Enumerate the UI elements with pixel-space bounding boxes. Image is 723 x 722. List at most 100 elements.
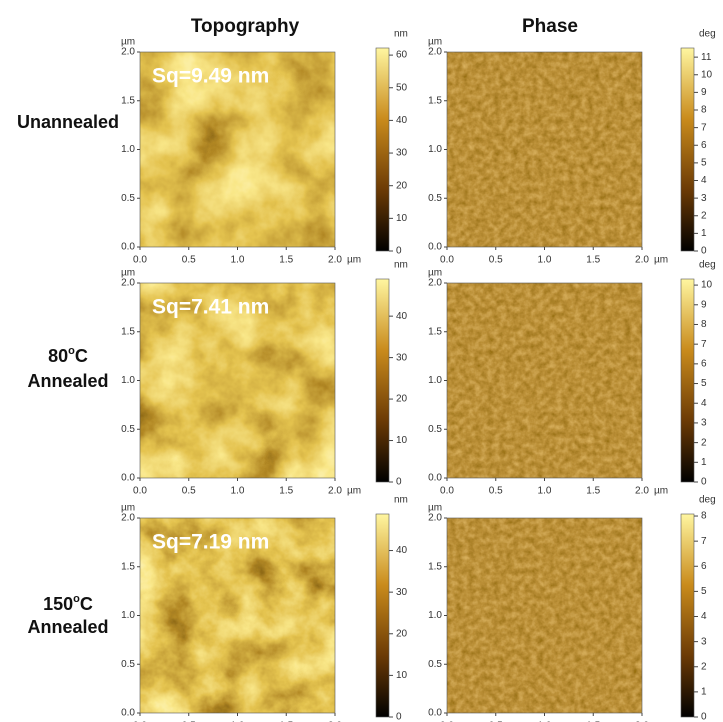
row-label: Annealed xyxy=(27,371,108,391)
label-text: 150 xyxy=(43,594,73,614)
y-tick-label: 1.5 xyxy=(428,95,442,106)
x-tick-label: 2.0 xyxy=(328,255,342,266)
y-tick-label: 1.0 xyxy=(121,375,135,386)
colorbar-tick-label: 0 xyxy=(396,477,402,488)
colorbar-tick-label: 4 xyxy=(701,611,707,622)
colorbar-tick-label: 5 xyxy=(701,586,707,597)
column-header: Topography xyxy=(191,16,300,37)
colorbar-tick-label: 30 xyxy=(396,587,408,598)
x-tick-label: 1.0 xyxy=(231,486,245,497)
y-tick-label: 0.5 xyxy=(121,193,135,204)
colorbar-tick-label: 30 xyxy=(396,352,408,363)
colorbar-tick-label: 40 xyxy=(396,115,408,126)
x-tick-label: 1.0 xyxy=(538,486,552,497)
y-tick-label: 0.0 xyxy=(428,242,442,253)
x-tick-label: 1.0 xyxy=(538,255,552,266)
colorbar-tick-label: 8 xyxy=(701,511,707,522)
phase-image xyxy=(447,283,642,478)
colorbar-tick-label: 20 xyxy=(396,180,408,191)
colorbar-tick-label: 6 xyxy=(701,140,707,151)
colorbar xyxy=(681,514,694,717)
y-tick-label: 1.5 xyxy=(121,561,135,572)
colorbar-tick-label: 40 xyxy=(396,311,408,322)
colorbar-tick-label: 0 xyxy=(701,246,707,257)
y-axis-unit: µm xyxy=(121,503,135,514)
colorbar-tick-label: 20 xyxy=(396,394,408,405)
x-tick-label: 1.0 xyxy=(231,255,245,266)
y-tick-label: 2.0 xyxy=(121,513,135,524)
colorbar-tick-label: 6 xyxy=(701,358,707,369)
x-tick-label: 0.5 xyxy=(182,255,196,266)
colorbar-tick-label: 3 xyxy=(701,193,707,204)
x-tick-label: 0.5 xyxy=(489,486,503,497)
row-label: 150oC xyxy=(43,593,93,614)
y-axis-unit: µm xyxy=(428,503,442,514)
colorbar-tick-label: 1 xyxy=(701,457,707,468)
figure: Topography Phase UnannealedSq=9.49 nm0.0… xyxy=(0,0,723,722)
x-axis-unit: µm xyxy=(654,255,668,266)
y-tick-label: 1.5 xyxy=(428,326,442,337)
colorbar-tick-label: 1 xyxy=(701,687,707,698)
colorbar-tick-label: 2 xyxy=(701,661,707,672)
y-tick-label: 0.0 xyxy=(121,242,135,253)
y-tick-label: 1.5 xyxy=(121,326,135,337)
x-tick-label: 0.0 xyxy=(440,255,454,266)
y-tick-label: 2.0 xyxy=(428,513,442,524)
y-axis-unit: µm xyxy=(121,37,135,48)
colorbar xyxy=(376,514,389,717)
label-text: C xyxy=(80,594,93,614)
y-tick-label: 1.5 xyxy=(121,95,135,106)
row-label: Annealed xyxy=(27,617,108,637)
colorbar-unit: nm xyxy=(394,260,408,271)
colorbar-tick-label: 0 xyxy=(396,246,402,257)
y-tick-label: 1.5 xyxy=(428,561,442,572)
y-tick-label: 0.0 xyxy=(121,708,135,719)
colorbar-tick-label: 10 xyxy=(396,670,408,681)
y-tick-label: 0.0 xyxy=(428,708,442,719)
colorbar xyxy=(681,48,694,251)
colorbar xyxy=(376,48,389,251)
colorbar-unit: deg xyxy=(699,495,716,506)
x-tick-label: 2.0 xyxy=(635,486,649,497)
colorbar-tick-label: 8 xyxy=(701,319,707,330)
y-tick-label: 2.0 xyxy=(428,278,442,289)
colorbar-tick-label: 7 xyxy=(701,339,707,350)
colorbar-tick-label: 10 xyxy=(396,435,408,446)
colorbar-tick-label: 4 xyxy=(701,398,707,409)
label-text: Annealed xyxy=(27,617,108,637)
colorbar-tick-label: 60 xyxy=(396,50,408,61)
colorbar-tick-label: 5 xyxy=(701,378,707,389)
label-text: Unannealed xyxy=(17,112,119,132)
colorbar-tick-label: 10 xyxy=(396,213,408,224)
x-tick-label: 0.5 xyxy=(489,255,503,266)
colorbar-tick-label: 2 xyxy=(701,210,707,221)
y-tick-label: 1.0 xyxy=(428,610,442,621)
y-tick-label: 0.0 xyxy=(121,473,135,484)
colorbar-tick-label: 0 xyxy=(701,477,707,488)
colorbar-tick-label: 3 xyxy=(701,418,707,429)
x-tick-label: 0.0 xyxy=(133,255,147,266)
roughness-label: Sq=9.49 nm xyxy=(152,65,269,88)
colorbar xyxy=(376,279,389,482)
colorbar-unit: nm xyxy=(394,29,408,40)
x-axis-unit: µm xyxy=(347,255,361,266)
colorbar-tick-label: 10 xyxy=(701,69,713,80)
colorbar xyxy=(681,279,694,482)
x-tick-label: 0.5 xyxy=(182,486,196,497)
x-axis-unit: µm xyxy=(347,486,361,497)
colorbar-tick-label: 2 xyxy=(701,437,707,448)
colorbar-unit: deg xyxy=(699,29,716,40)
colorbar-tick-label: 20 xyxy=(396,628,408,639)
colorbar-unit: deg xyxy=(699,260,716,271)
colorbar-tick-label: 3 xyxy=(701,636,707,647)
y-tick-label: 2.0 xyxy=(428,47,442,58)
y-tick-label: 0.0 xyxy=(428,473,442,484)
x-tick-label: 0.0 xyxy=(133,486,147,497)
phase-image xyxy=(447,518,642,713)
colorbar-tick-label: 10 xyxy=(701,280,713,291)
label-text: 80 xyxy=(48,346,68,366)
y-tick-label: 0.5 xyxy=(121,659,135,670)
colorbar-tick-label: 8 xyxy=(701,105,707,116)
label-text: C xyxy=(75,346,88,366)
colorbar-tick-label: 6 xyxy=(701,561,707,572)
